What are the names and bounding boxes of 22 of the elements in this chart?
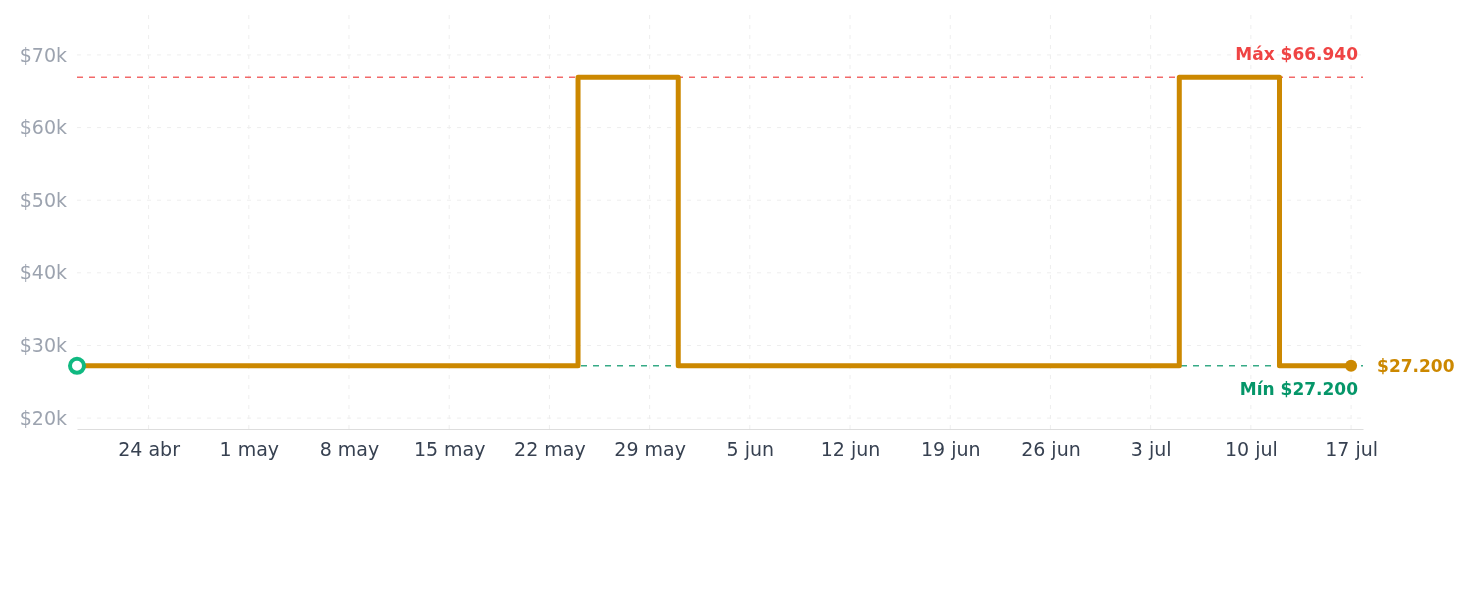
x-tick-label: 10 jul [1224, 438, 1278, 461]
ref-line-label: Mín $27.200 [1239, 378, 1359, 399]
y-tick-label: $30k [19, 334, 67, 357]
y-tick-label: $70k [19, 43, 67, 66]
y-tick-label: $20k [19, 406, 67, 429]
annotation: $27.200 [1377, 355, 1455, 376]
x-tick-label: 8 may [319, 438, 380, 461]
x-tick-label: 24 abr [118, 438, 181, 461]
x-tick-label: 22 may [514, 438, 586, 461]
x-tick-label: 15 may [413, 438, 486, 461]
y-tick-label: $40k [19, 261, 67, 284]
x-tick-label: 29 may [614, 438, 686, 461]
ref-line-label: Máx $66.940 [1235, 44, 1359, 65]
x-tick-label: 17 jul [1325, 438, 1378, 461]
x-tick-label: 1 may [219, 438, 280, 461]
x-tick-label: 5 jun [726, 438, 775, 461]
x-tick-label: 12 jun [820, 438, 881, 461]
x-tick-label: 19 jun [920, 438, 981, 461]
y-tick-label: $50k [19, 188, 67, 211]
x-tick-label: 3 jul [1130, 438, 1172, 461]
x-tick-label: 26 jun [1021, 438, 1081, 461]
y-tick-label: $60k [19, 116, 67, 139]
